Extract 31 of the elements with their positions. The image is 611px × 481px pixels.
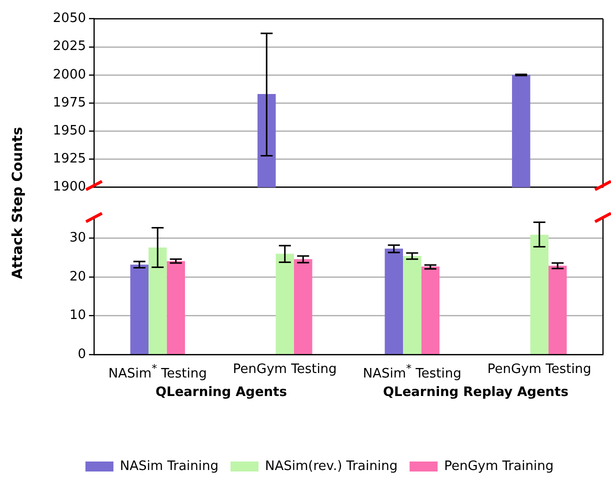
bar bbox=[384, 248, 404, 354]
bar bbox=[548, 266, 567, 354]
bar bbox=[276, 254, 294, 354]
y-tick-label: 1925 bbox=[52, 152, 86, 167]
bar bbox=[294, 259, 312, 354]
x-tick-label: NASim$^{*}$ Testing bbox=[362, 362, 462, 381]
legend-label: NASim(rev.) Training bbox=[265, 458, 398, 474]
x-tick-label: PenGym Testing bbox=[232, 362, 338, 377]
y-tick-label: 1975 bbox=[52, 95, 86, 110]
legend-label: PenGym Training bbox=[444, 458, 554, 474]
y-tick-label: 0 bbox=[78, 346, 86, 362]
x-tick-label: PenGym Testing bbox=[486, 362, 592, 377]
bar bbox=[148, 248, 167, 354]
bar bbox=[130, 264, 149, 354]
y-tick-label: 1950 bbox=[52, 123, 86, 138]
y-tick-label: 30 bbox=[69, 230, 86, 246]
y-tick-label: 2000 bbox=[52, 67, 86, 82]
x-tick-label: NASim$^{*}$ Testing bbox=[107, 362, 208, 381]
text: QLearning Replay Agents bbox=[382, 384, 570, 400]
y-tick-label: 2050 bbox=[52, 11, 86, 26]
bar bbox=[166, 261, 185, 354]
y-axis-title: Attack Step Counts bbox=[10, 126, 26, 280]
y-tick-label: 2025 bbox=[52, 39, 86, 54]
y-tick-label: 10 bbox=[69, 308, 86, 324]
y-tick-label: 20 bbox=[69, 269, 86, 284]
bar bbox=[403, 256, 422, 354]
bar bbox=[421, 266, 440, 354]
y-tick-label: 1900 bbox=[52, 180, 86, 195]
bar bbox=[530, 234, 548, 354]
text: QLearning Agents bbox=[154, 384, 288, 400]
legend-label: NASim Training bbox=[120, 458, 219, 474]
